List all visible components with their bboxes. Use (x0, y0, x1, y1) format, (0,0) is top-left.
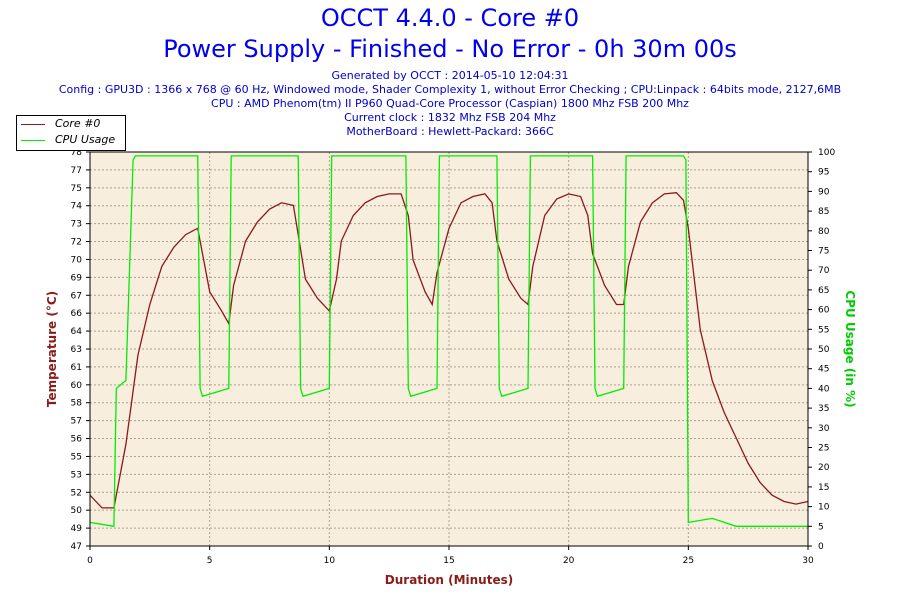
y-tick-label-right: 80 (818, 227, 830, 237)
plot-border (89, 151, 809, 547)
y-tick-label-left: 77 (71, 166, 82, 176)
x-tick-label: 20 (563, 556, 575, 566)
y-tick-label-right: 85 (818, 207, 829, 217)
y-tick-label-right: 30 (818, 424, 830, 434)
y-tick-label-left: 60 (71, 381, 83, 391)
y-tick-label-right: 40 (818, 384, 830, 394)
y-tick-label-left: 73 (71, 220, 82, 230)
y-tick-label-left: 69 (71, 273, 83, 283)
legend-label-core0: Core #0 (55, 117, 101, 130)
y-tick-label-left: 61 (71, 363, 82, 373)
y-tick-label-right: 0 (818, 542, 824, 552)
y-tick-label-left: 55 (71, 452, 82, 462)
x-tick-label: 5 (207, 556, 213, 566)
x-tick-label: 30 (802, 556, 814, 566)
generated-info: Generated by OCCT : 2014-05-10 12:04:31 (331, 69, 569, 82)
legend-item-cpu-usage: CPU Usage (21, 132, 115, 148)
y-tick-label-left: 49 (71, 524, 83, 534)
y-tick-label-left: 50 (71, 506, 83, 516)
y-tick-label-left: 58 (71, 399, 83, 409)
y-tick-label-left: 67 (71, 291, 82, 301)
chart-legend: Core #0 CPU Usage (16, 115, 126, 151)
y-tick-label-right: 5 (818, 522, 824, 532)
y-tick-label-left: 75 (71, 184, 82, 194)
y-tick-label-right: 60 (818, 306, 830, 316)
y-tick-label-right: 45 (818, 365, 829, 375)
y-tick-label-right: 100 (818, 148, 835, 158)
chart-subtitle: Power Supply - Finished - No Error - 0h … (163, 35, 737, 63)
x-axis-label: Duration (Minutes) (385, 573, 513, 587)
y-tick-label-right: 90 (818, 187, 830, 197)
y-tick-label-right: 10 (818, 503, 830, 513)
y-tick-label-left: 74 (71, 202, 83, 212)
x-tick-label: 15 (443, 556, 454, 566)
y-tick-label-left: 57 (71, 417, 82, 427)
chart-title: OCCT 4.4.0 - Core #0 (320, 4, 580, 32)
y-tick-label-right: 70 (818, 266, 830, 276)
y-tick-label-left: 72 (71, 238, 82, 248)
clock-info: Current clock : 1832 Mhz FSB 204 Mhz (344, 111, 556, 124)
legend-swatch-core0 (21, 123, 45, 125)
y-tick-label-right: 55 (818, 325, 829, 335)
y-tick-label-left: 64 (71, 327, 83, 337)
y-tick-label-right: 75 (818, 247, 829, 257)
legend-swatch-cpu-usage (21, 139, 45, 141)
y-tick-label-right: 20 (818, 463, 830, 473)
x-tick-label: 25 (683, 556, 694, 566)
x-tick-label: 0 (87, 556, 93, 566)
y-tick-label-left: 56 (71, 435, 83, 445)
y-tick-label-right: 95 (818, 168, 829, 178)
y-tick-label-left: 70 (71, 255, 83, 265)
x-tick-label: 10 (324, 556, 336, 566)
config-info: Config : GPU3D : 1366 x 768 @ 60 Hz, Win… (58, 83, 842, 96)
y-tick-label-left: 63 (71, 345, 82, 355)
y-axis-label-left: Temperature (°C) (45, 291, 59, 407)
y-tick-label-left: 53 (71, 470, 82, 480)
motherboard-info: MotherBoard : Hewlett-Packard: 366C (346, 125, 554, 138)
cpu-info: CPU : AMD Phenom(tm) II P960 Quad-Core P… (211, 97, 689, 110)
series-cpu-usage-line (89, 155, 808, 528)
y-tick-label-right: 15 (818, 483, 829, 493)
y-axis-label-right: CPU Usage (in %) (843, 290, 857, 407)
y-tick-label-left: 47 (71, 542, 82, 552)
y-tick-label-left: 78 (71, 148, 83, 158)
y-tick-label-right: 35 (818, 404, 829, 414)
y-tick-label-right: 50 (818, 345, 830, 355)
y-tick-label-right: 65 (818, 286, 829, 296)
series-core0-line (89, 192, 809, 509)
legend-item-core0: Core #0 (21, 116, 100, 132)
y-tick-label-right: 25 (818, 444, 829, 454)
y-tick-label-left: 52 (71, 488, 82, 498)
y-tick-label-left: 66 (71, 309, 83, 319)
legend-label-cpu-usage: CPU Usage (55, 133, 116, 146)
